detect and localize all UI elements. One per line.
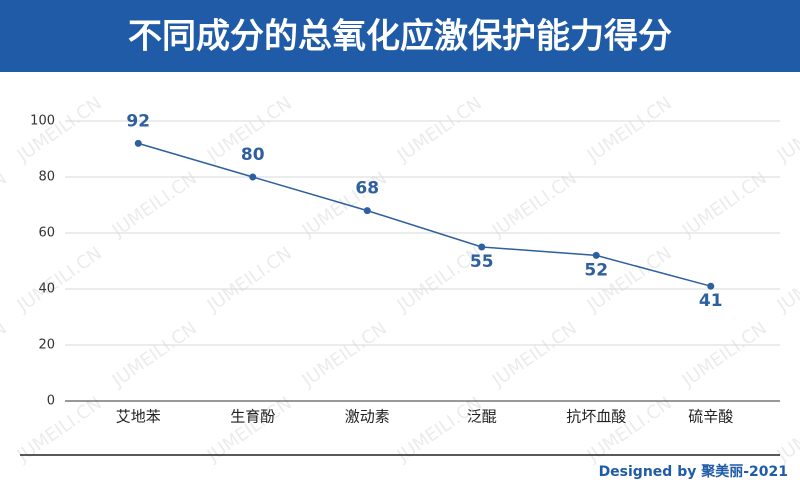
watermark: JUMEILI.CN	[678, 318, 771, 392]
watermark: JUMEILI.CN	[13, 243, 106, 317]
point	[478, 243, 486, 251]
chart-title: 不同成分的总氧化应激保护能力得分	[128, 17, 672, 57]
watermark: JUMEILI.CN	[773, 93, 800, 167]
point	[249, 173, 257, 181]
data-label: 55	[470, 252, 494, 272]
data-label: 52	[584, 260, 608, 280]
x-tick-label: 激动素	[345, 408, 390, 426]
y-tick-label: 80	[38, 170, 55, 185]
watermark: JUMEILI.CN	[298, 318, 391, 392]
watermark: JUMEILI.CN	[203, 243, 296, 317]
line	[138, 142, 711, 287]
watermark: JUMEILI.CN	[108, 318, 201, 392]
x-tick-label: 抗坏血酸	[566, 408, 626, 426]
x-tick-label: 生育酚	[230, 408, 275, 426]
data-label: 68	[355, 179, 379, 199]
y-tick-label: 20	[38, 338, 55, 353]
y-tick-label: 60	[38, 226, 55, 241]
point	[707, 282, 715, 290]
footer: Designed by 聚美丽-2021	[599, 463, 788, 480]
data-label: 41	[699, 291, 723, 311]
y-tick-label: 40	[38, 282, 55, 297]
watermark: JUMEILI.CN	[108, 168, 201, 242]
watermark: JUMEILI.CN	[773, 243, 800, 317]
y-tick-label: 0	[47, 394, 55, 409]
y-tick-label: 100	[30, 114, 55, 129]
data-label: 80	[241, 145, 265, 165]
watermark: JUMEILI.CN	[13, 93, 106, 167]
point	[363, 207, 371, 215]
x-tick-label: 泛醌	[467, 408, 497, 426]
watermark: JUMEILI.CN	[0, 318, 11, 392]
point	[592, 251, 600, 259]
title-banner	[0, 0, 800, 72]
watermark: JUMEILI.CN	[583, 93, 676, 167]
data-label: 92	[126, 111, 150, 131]
watermark: JUMEILI.CN	[0, 168, 11, 242]
watermark: JUMEILI.CN	[393, 93, 486, 167]
watermark: JUMEILI.CN	[488, 168, 581, 242]
watermark: JUMEILI.CN	[488, 318, 581, 392]
x-tick-label: 艾地苯	[116, 408, 161, 426]
point	[134, 139, 142, 147]
watermark: JUMEILI.CN	[678, 168, 771, 242]
x-tick-label: 硫辛酸	[688, 408, 733, 426]
